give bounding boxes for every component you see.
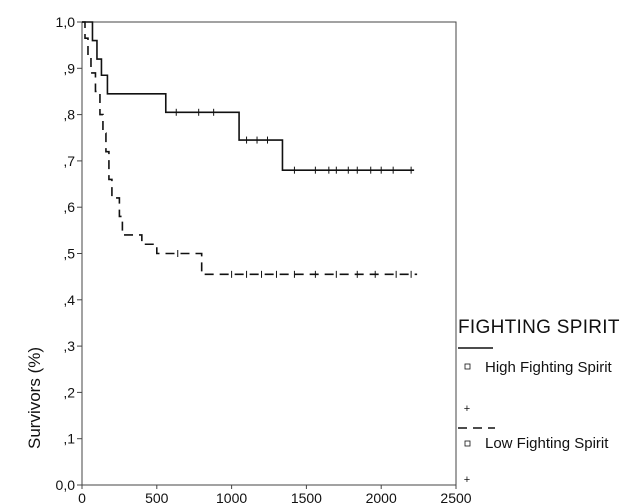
legend-censor-plus-high: + [464,403,470,415]
y-tick-label: ,7 [63,153,75,169]
x-tick-label: 2000 [366,490,397,504]
legend-censor-plus-low: + [464,474,470,486]
plot-frame [81,21,457,486]
y-tick-label: ,5 [63,246,75,262]
x-tick-label: 2500 [440,490,471,504]
legend-label-low: Low Fighting Spirit [485,435,609,452]
x-tick-label: 0 [78,490,86,504]
y-tick-label: ,9 [63,60,75,76]
y-tick-label: ,6 [63,199,75,215]
y-tick-label: ,2 [63,384,75,400]
legend-marker-low-square [464,440,471,447]
y-tick-label: 1,0 [56,14,76,30]
x-tick-label: 1500 [291,490,322,504]
y-tick-label: ,8 [63,107,75,123]
legend-title: FIGHTING SPIRIT [458,317,620,338]
series-line-low-fighting-spirit [82,21,418,276]
legend: FIGHTING SPIRIT High Fighting Spirit + L… [458,317,620,486]
x-tick-label: 500 [145,490,169,504]
legend-marker-high-square [464,363,471,370]
x-axis-ticks: 0 500 1000 1500 2000 2500 [78,485,472,504]
legend-label-high: High Fighting Spirit [485,359,613,376]
y-tick-label: ,1 [63,431,75,447]
y-tick-label: ,3 [63,338,75,354]
y-axis-label: Survivors (%) [25,347,44,449]
x-tick-label: 1000 [216,490,247,504]
y-tick-label: ,4 [63,292,75,308]
y-tick-label: 0,0 [56,477,76,493]
series-layer [82,21,418,278]
series-line-high-fighting-spirit [82,21,415,171]
y-axis-ticks: 0,0 ,1 ,2 ,3 ,4 ,5 ,6 ,7 ,8 ,9 1,0 [56,14,82,493]
